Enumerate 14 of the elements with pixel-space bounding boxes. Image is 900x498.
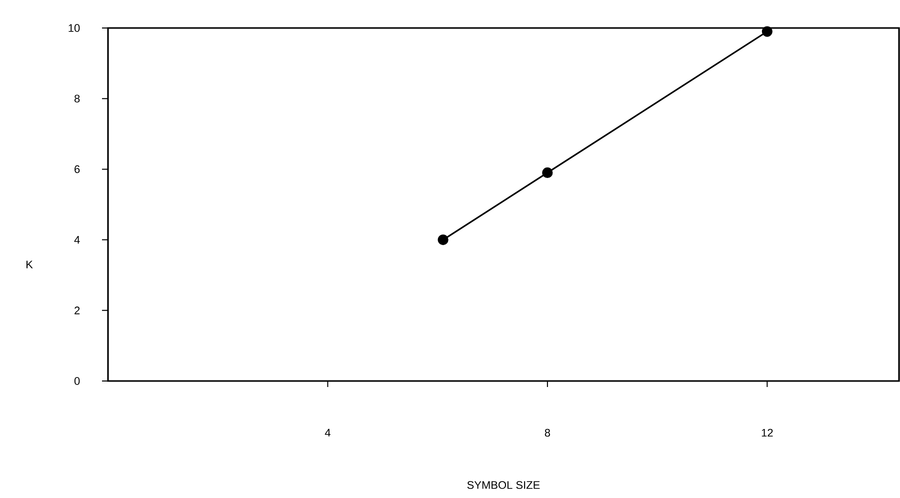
x-axis-title: SYMBOL SIZE [467,481,540,489]
y-tick-label: 2 [74,306,80,314]
y-tick-label: 4 [74,236,80,244]
point [438,234,448,246]
point [762,26,772,37]
y-axis-title: K [26,260,33,268]
y-tick-label: 8 [74,94,80,102]
x-tick-label: 4 [324,428,330,436]
x-tick-label: 12 [762,428,773,437]
y-tick-label: 0 [74,377,80,385]
x-tick-label: 8 [544,428,550,437]
point [542,167,553,178]
y-tick-label: 10 [68,24,80,32]
y-tick-label: 6 [74,165,80,174]
